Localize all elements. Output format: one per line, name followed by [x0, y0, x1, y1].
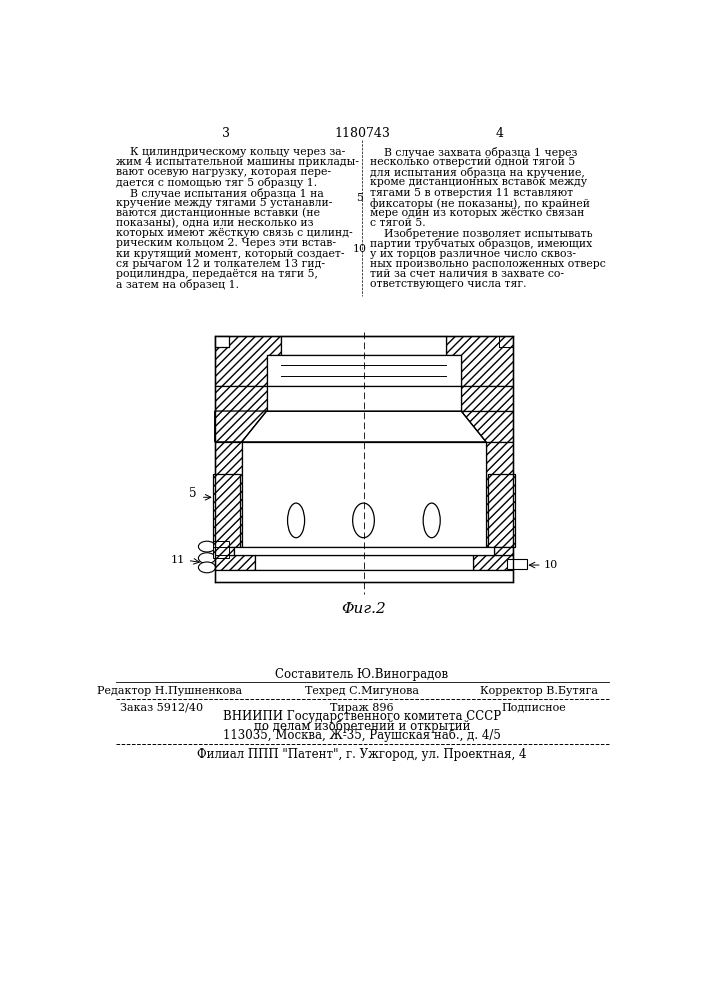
Polygon shape: [446, 336, 513, 386]
Text: К цилиндрическому кольцу через за-: К цилиндрическому кольцу через за-: [115, 147, 345, 157]
Polygon shape: [242, 411, 486, 442]
Text: ВНИИПИ Государственного комитета СССР: ВНИИПИ Государственного комитета СССР: [223, 710, 501, 723]
Polygon shape: [215, 555, 255, 570]
Polygon shape: [215, 336, 281, 386]
Text: 5: 5: [356, 193, 363, 203]
Text: ваются дистанционные вставки (не: ваются дистанционные вставки (не: [115, 208, 320, 218]
Text: Составитель Ю.Виноградов: Составитель Ю.Виноградов: [276, 668, 448, 681]
Polygon shape: [473, 555, 513, 570]
Ellipse shape: [199, 553, 216, 564]
Text: для испытания образца на кручение,: для испытания образца на кручение,: [370, 167, 585, 178]
Text: Редактор Н.Пушненкова: Редактор Н.Пушненкова: [97, 686, 243, 696]
Polygon shape: [267, 386, 461, 411]
Text: партии трубчатых образцов, имеющих: партии трубчатых образцов, имеющих: [370, 238, 592, 249]
Polygon shape: [215, 336, 228, 347]
Text: 3: 3: [221, 127, 230, 140]
Text: по делам изобретений и открытий: по делам изобретений и открытий: [254, 719, 470, 733]
Text: В случае захвата образца 1 через: В случае захвата образца 1 через: [370, 147, 577, 158]
Text: мере один из которых жёстко связан: мере один из которых жёстко связан: [370, 208, 584, 218]
Polygon shape: [242, 442, 486, 547]
Text: 11: 11: [171, 555, 185, 565]
Text: Φиг.2: Φиг.2: [341, 602, 386, 616]
Polygon shape: [267, 355, 461, 386]
Text: 1180743: 1180743: [334, 127, 390, 140]
Text: тягами 5 в отверстия 11 вставляют: тягами 5 в отверстия 11 вставляют: [370, 188, 573, 198]
Text: Корректор В.Бутяга: Корректор В.Бутяга: [481, 686, 598, 696]
Text: 4: 4: [495, 127, 503, 140]
Text: Заказ 5912/40: Заказ 5912/40: [120, 703, 204, 713]
Ellipse shape: [353, 503, 374, 538]
Text: жим 4 испытательной машины приклады-: жим 4 испытательной машины приклады-: [115, 157, 358, 167]
Text: вают осевую нагрузку, которая пере-: вают осевую нагрузку, которая пере-: [115, 167, 330, 177]
Text: кручение между тягами 5 устанавли-: кручение между тягами 5 устанавли-: [115, 198, 332, 208]
Text: Техред С.Мигунова: Техред С.Мигунова: [305, 686, 419, 696]
Polygon shape: [493, 547, 513, 555]
Text: кроме дистанционных вставок между: кроме дистанционных вставок между: [370, 177, 587, 187]
Polygon shape: [461, 386, 513, 411]
Text: 5: 5: [189, 487, 197, 500]
Polygon shape: [507, 559, 527, 569]
Ellipse shape: [423, 503, 440, 538]
Text: 113035, Москва, Ж-35, Раушская наб., д. 4/5: 113035, Москва, Ж-35, Раушская наб., д. …: [223, 728, 501, 742]
Text: ся рычагом 12 и толкателем 13 гид-: ся рычагом 12 и толкателем 13 гид-: [115, 259, 325, 269]
Polygon shape: [255, 555, 473, 570]
Polygon shape: [461, 411, 513, 442]
Text: Подписное: Подписное: [502, 703, 566, 713]
Text: которых имеют жёсткую связь с цилинд-: которых имеют жёсткую связь с цилинд-: [115, 228, 352, 238]
Polygon shape: [489, 474, 515, 547]
Text: дается с помощью тяг 5 образцу 1.: дается с помощью тяг 5 образцу 1.: [115, 177, 317, 188]
Polygon shape: [281, 336, 446, 355]
Text: В случае испытания образца 1 на: В случае испытания образца 1 на: [115, 188, 323, 199]
Text: Изобретение позволяет испытывать: Изобретение позволяет испытывать: [370, 228, 592, 239]
Text: Филиал ППП "Патент", г. Ужгород, ул. Проектная, 4: Филиал ППП "Патент", г. Ужгород, ул. Про…: [197, 748, 527, 761]
Ellipse shape: [288, 503, 305, 538]
Polygon shape: [215, 411, 267, 442]
Text: у их торцов различное число сквоз-: у их торцов различное число сквоз-: [370, 249, 575, 259]
Polygon shape: [215, 386, 267, 411]
Text: фиксаторы (не показаны), по крайней: фиксаторы (не показаны), по крайней: [370, 198, 590, 209]
Text: показаны), одна или несколько из: показаны), одна или несколько из: [115, 218, 313, 228]
Text: несколько отверстий одной тягой 5: несколько отверстий одной тягой 5: [370, 157, 575, 167]
Polygon shape: [215, 570, 513, 582]
Text: тий за счет наличия в захвате со-: тий за счет наличия в захвате со-: [370, 269, 563, 279]
Text: 10: 10: [544, 560, 559, 570]
Polygon shape: [234, 547, 493, 555]
Text: с тягой 5.: с тягой 5.: [370, 218, 426, 228]
Polygon shape: [213, 541, 228, 558]
Polygon shape: [213, 474, 240, 547]
Polygon shape: [486, 442, 513, 547]
Polygon shape: [215, 442, 242, 547]
Ellipse shape: [199, 562, 216, 573]
Text: ных произвольно расположенных отверс: ных произвольно расположенных отверс: [370, 259, 605, 269]
Polygon shape: [215, 547, 234, 555]
Text: роцилиндра, передаётся на тяги 5,: роцилиндра, передаётся на тяги 5,: [115, 269, 317, 279]
Ellipse shape: [199, 541, 216, 552]
Text: ответствующего числа тяг.: ответствующего числа тяг.: [370, 279, 526, 289]
Text: рическим кольцом 2. Через эти встав-: рическим кольцом 2. Через эти встав-: [115, 238, 336, 248]
Text: 10: 10: [353, 244, 367, 254]
Text: а затем на образец 1.: а затем на образец 1.: [115, 279, 238, 290]
Text: ки крутящий момент, который создает-: ки крутящий момент, который создает-: [115, 249, 344, 259]
Text: Тираж 896: Тираж 896: [330, 703, 394, 713]
